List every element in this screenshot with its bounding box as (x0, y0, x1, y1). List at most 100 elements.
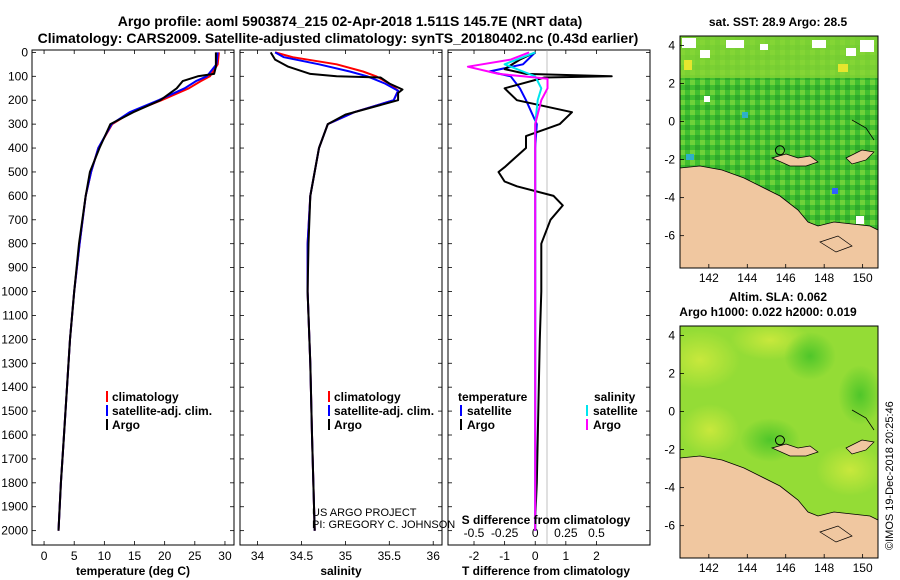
difference-legend: temperature satellite Argo salinity sate… (458, 390, 638, 432)
x-tick-label: 0 (41, 549, 48, 563)
map-x-tick-label: 142 (699, 271, 719, 285)
depth-tick-label: 1400 (1, 380, 28, 394)
series-line-climatology (274, 51, 400, 531)
depth-tick-label: 500 (8, 165, 28, 179)
t-difference-x-axis: -2 -1 0 1 2 (469, 50, 600, 563)
s-difference-x-axis: -0.5 -0.25 0 0.25 0.5 (464, 526, 605, 540)
depth-tick-label: 1500 (1, 404, 28, 418)
x-tick-label: 30 (218, 549, 232, 563)
depth-tick-label: 400 (8, 141, 28, 155)
x2-tick-label: 0 (532, 526, 539, 540)
depth-tick-label: 800 (8, 237, 28, 251)
map-y-tick-label: 2 (668, 77, 675, 91)
temperature-panel-frame (31, 49, 235, 546)
x2-tick-label: 0.25 (554, 526, 578, 540)
temperature-x-axis: 0 5 10 15 20 25 30 (41, 50, 232, 563)
sst-float-marker (774, 145, 785, 156)
legend-label-climatology: climatology (112, 390, 179, 404)
sst-map-field (680, 36, 878, 268)
difference-series (466, 51, 613, 531)
depth-tick-label: 100 (8, 69, 28, 83)
series-line-satellite-adj-clim- (57, 52, 219, 531)
project-credit: US ARGO PROJECT (312, 507, 417, 519)
series-line-climatology (57, 52, 220, 531)
depth-axis: 0 100 200 300 400 500 600 700 800 900 1000 1100 1200… (1, 45, 650, 538)
x-tick-label: 35 (339, 549, 353, 563)
series-line-temperature-satellite (488, 51, 538, 531)
depth-tick-label: 900 (8, 261, 28, 275)
map-x-tick-label: 144 (737, 561, 757, 575)
sla-map-frame (679, 325, 879, 559)
series-line-satellite-adj-clim- (274, 51, 400, 531)
x-tick-label: 20 (158, 549, 172, 563)
legend-label-satellite: satellite-adj. clim. (334, 404, 434, 418)
x-tick-label: -1 (499, 549, 510, 563)
map-y-tick-label: -6 (664, 519, 675, 533)
series-line-argo (57, 52, 217, 531)
x-tick-label: 35.5 (378, 549, 402, 563)
depth-tick-label: 1300 (1, 356, 28, 370)
legend-label-satellite: satellite-adj. clim. (112, 404, 212, 418)
temperature-legend: climatology satellite-adj. clim. Argo (106, 390, 212, 432)
x-tick-label: 5 (71, 549, 78, 563)
x2-tick-label: -0.25 (491, 526, 519, 540)
sla-map-axes: 142 144 146 148 150 -6 -4 -2 0 2 4 (664, 329, 873, 575)
x-tick-label: 25 (188, 549, 202, 563)
sla-map-title: Altim. SLA: 0.062 (729, 290, 827, 304)
sla-map-field (680, 326, 878, 558)
legend-label-climatology: climatology (334, 390, 401, 404)
map-y-tick-label: -4 (664, 191, 675, 205)
legend-title-temperature: temperature (458, 390, 528, 404)
map-y-tick-label: 4 (668, 329, 675, 343)
map-y-tick-label: 2 (668, 367, 675, 381)
temperature-xlabel: temperature (deg C) (76, 564, 190, 578)
map-x-tick-label: 148 (814, 561, 834, 575)
x-tick-label: 2 (593, 549, 600, 563)
legend-label-t-argo: Argo (467, 418, 495, 432)
depth-tick-label: 1900 (1, 500, 28, 514)
legend-label-s-argo: Argo (593, 418, 621, 432)
depth-tick-label: 1000 (1, 285, 28, 299)
legend-label-t-satellite: satellite (467, 404, 512, 418)
x-tick-label: 10 (98, 549, 112, 563)
legend-title-salinity: salinity (594, 390, 636, 404)
map-x-tick-label: 144 (737, 271, 757, 285)
difference-panel-frame (447, 49, 651, 546)
x-tick-label: -2 (469, 549, 480, 563)
map-y-tick-label: 0 (668, 405, 675, 419)
sla-map-subtitle: Argo h1000: 0.022 h2000: 0.019 (679, 305, 857, 319)
depth-tick-label: 200 (8, 93, 28, 107)
map-x-tick-label: 142 (699, 561, 719, 575)
x-tick-label: 36 (427, 549, 441, 563)
map-x-tick-label: 148 (814, 271, 834, 285)
series-line-temperature-argo (497, 51, 613, 531)
map-y-tick-label: 0 (668, 115, 675, 129)
temperature-series (57, 52, 220, 531)
x-tick-label: 0 (532, 549, 539, 563)
map-y-tick-label: -2 (664, 153, 675, 167)
x-tick-label: 34 (251, 549, 265, 563)
depth-tick-label: 600 (8, 189, 28, 203)
map-y-tick-label: -6 (664, 229, 675, 243)
map-x-tick-label: 150 (853, 561, 873, 575)
x-tick-label: 15 (128, 549, 142, 563)
map-y-tick-label: -4 (664, 481, 675, 495)
x-tick-label: 1 (562, 549, 569, 563)
map-y-tick-label: -2 (664, 443, 675, 457)
x2-tick-label: -0.5 (464, 526, 485, 540)
salinity-x-axis: 34 34.5 35 35.5 36 (251, 50, 440, 563)
pi-credit: PI: GREGORY C. JOHNSON (312, 519, 455, 531)
sst-map-title: sat. SST: 28.9 Argo: 28.5 (709, 15, 848, 29)
s-difference-xlabel: S difference from climatology (462, 513, 631, 527)
salinity-series (269, 51, 404, 531)
salinity-panel-frame (239, 49, 443, 546)
depth-tick-label: 2000 (1, 524, 28, 538)
x2-tick-label: 0.5 (588, 526, 605, 540)
legend-label-s-satellite: satellite (593, 404, 638, 418)
series-line-argo (269, 51, 404, 531)
x-tick-label: 34.5 (290, 549, 314, 563)
depth-tick-label: 700 (8, 213, 28, 227)
salinity-legend: climatology satellite-adj. clim. Argo (328, 390, 434, 432)
series-line-salinity-argo (466, 51, 549, 531)
